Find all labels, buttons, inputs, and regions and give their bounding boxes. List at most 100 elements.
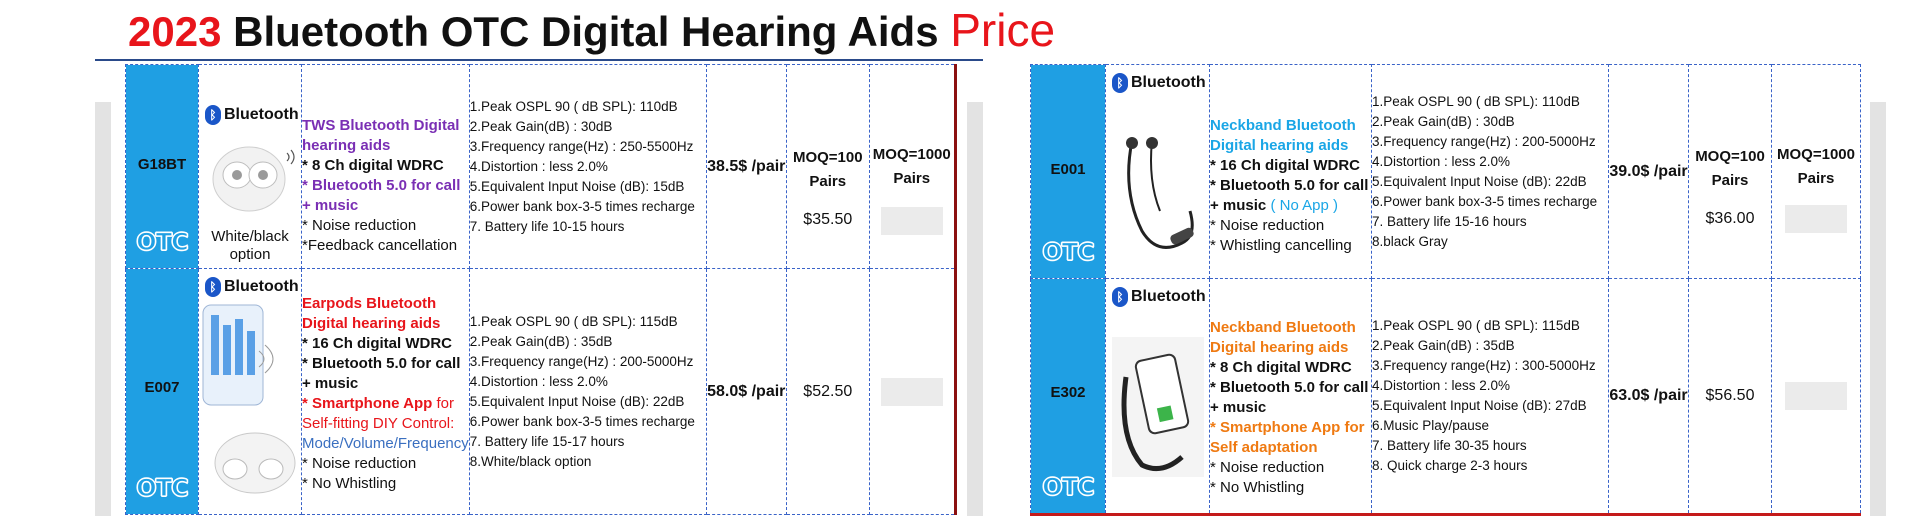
spec-line: 8. Quick charge 2-3 hours	[1372, 458, 1528, 473]
left-price-panel: G18BT OTC ᛒ Bluetooth White/black option	[95, 64, 985, 516]
spec-line: 3.Frequency range(Hz) : 200-5000Hz	[469, 353, 694, 369]
spec-list: 1.Peak OSPL 90 ( dB SPL): 110dB 2.Peak G…	[1371, 64, 1609, 279]
neckband-phone-image	[1112, 337, 1204, 477]
spec-line: 3.Frequency range(Hz) : 200-5000Hz	[1372, 133, 1596, 149]
spec-line: 2.Peak Gain(dB) : 30dB	[1372, 113, 1515, 129]
spec-line: 2.Peak Gain(dB) : 35dB	[469, 333, 613, 349]
bluetooth-logo: ᛒ Bluetooth	[1112, 73, 1206, 93]
moq100-header: MOQ=100 Pairs	[792, 148, 863, 190]
feature-line: * Bluetooth 5.0 for call + music	[302, 354, 461, 392]
moq1000-blank-price	[880, 377, 943, 406]
feature-line: * Bluetooth 5.0 for call + music	[1210, 379, 1369, 416]
bluetooth-word: Bluetooth	[224, 106, 299, 123]
earpods-app-image	[202, 304, 296, 494]
product-image-cell: ᛒ Bluetooth	[1105, 64, 1210, 279]
spec-line: 6.Power bank box-3-5 times recharge	[469, 413, 695, 429]
moq1000-header: MOQ=1000 Pairs	[1777, 145, 1855, 187]
unit-price: 63.0$ /pair	[1608, 278, 1689, 516]
feature-line: * Noise reduction	[302, 454, 417, 472]
moq100-price: $52.50	[785, 268, 870, 515]
right-price-table: E001 OTC ᛒ Bluetooth Neckband Blue	[1030, 64, 1861, 516]
bluetooth-word: Bluetooth	[224, 278, 299, 295]
moq1000-column	[868, 268, 957, 515]
spec-list: 1.Peak OSPL 90 ( dB SPL): 115dB 2.Peak G…	[468, 268, 707, 515]
product-image-cell: ᛒ Bluetooth White/black option	[198, 64, 302, 269]
neckband-image	[1126, 137, 1194, 249]
bluetooth-icon: ᛒ	[205, 277, 221, 297]
product-title: TWS Bluetooth Digital hearing aids	[302, 116, 460, 154]
bluetooth-icon: ᛒ	[1112, 73, 1128, 93]
spec-list: 1.Peak OSPL 90 ( dB SPL): 115dB 2.Peak G…	[1371, 278, 1609, 516]
feature-line: * Bluetooth 5.0 for call + music	[1210, 176, 1369, 214]
unit-price: 38.5$ /pair	[705, 64, 787, 269]
model-cell: E007 OTC	[125, 268, 199, 515]
title-main: Bluetooth OTC Digital Hearing Aids	[233, 8, 939, 55]
model-code: E007	[144, 379, 180, 397]
spec-line: 7. Battery life 15-17 hours	[469, 433, 625, 449]
moq1000-column: MOQ=1000 Pairs	[1771, 64, 1861, 279]
spec-line: 2.Peak Gain(dB) : 30dB	[469, 118, 613, 134]
model-code: E001	[1050, 160, 1086, 178]
product-title: Neckband Bluetooth Digital hearing aids	[1210, 319, 1356, 356]
spec-line: 1.Peak OSPL 90 ( dB SPL): 115dB	[1372, 318, 1580, 333]
spec-line: 4.Distortion : less 2.0%	[469, 158, 608, 174]
title-year: 2023	[128, 8, 222, 55]
moq100-header: MOQ=100 Pairs	[1695, 147, 1765, 189]
feature-line: * No Whistling	[302, 474, 397, 492]
feature-line: ( No App )	[1270, 196, 1338, 214]
table-row: G18BT OTC ᛒ Bluetooth White/black option	[125, 64, 957, 269]
feature-line: * 8 Ch digital WDRC	[302, 156, 444, 174]
bluetooth-word: Bluetooth	[1131, 288, 1206, 305]
product-description: TWS Bluetooth Digital hearing aids * 8 C…	[301, 64, 470, 269]
product-description: Neckband Bluetooth Digital hearing aids …	[1209, 278, 1372, 516]
moq1000-column	[1771, 278, 1861, 516]
spec-line: 7. Battery life 10-15 hours	[469, 218, 625, 234]
spec-line: 6.Power bank box-3-5 times recharge	[1372, 193, 1598, 209]
spec-line: 5.Equivalent Input Noise (dB): 22dB	[469, 393, 685, 409]
title-underline	[95, 59, 983, 61]
feature-line: * No Whistling	[1210, 479, 1305, 496]
moq100-price: $35.50	[803, 210, 853, 228]
feature-line: * Smartphone App	[302, 394, 433, 412]
color-option-caption: White/black option	[211, 228, 289, 263]
moq1000-blank-price	[1785, 382, 1847, 410]
feature-line: * Noise reduction	[1210, 459, 1325, 476]
feature-line: * Bluetooth 5.0 for call + music	[302, 176, 461, 214]
spec-line: 1.Peak OSPL 90 ( dB SPL): 115dB	[469, 313, 678, 329]
spec-list: 1.Peak OSPL 90 ( dB SPL): 110dB 2.Peak G…	[468, 64, 707, 269]
feature-line: * Noise reduction	[1210, 216, 1325, 234]
bluetooth-icon: ᛒ	[1112, 287, 1128, 307]
product-image-cell: ᛒ Bluetooth	[1105, 278, 1210, 516]
moq1000-header: MOQ=1000 Pairs	[872, 145, 951, 187]
otc-logo: OTC	[136, 473, 190, 502]
right-price-panel: E001 OTC ᛒ Bluetooth Neckband Blue	[1028, 64, 1888, 516]
spec-line: 4.Distortion : less 2.0%	[1372, 153, 1511, 169]
panel-shadow	[967, 102, 983, 516]
spec-line: 2.Peak Gain(dB) : 35dB	[1372, 338, 1515, 353]
spec-line: 7. Battery life 15-16 hours	[1372, 213, 1527, 229]
product-description: Earpods Bluetooth Digital hearing aids *…	[301, 268, 470, 515]
model-code: E302	[1050, 384, 1086, 402]
otc-logo: OTC	[1042, 237, 1096, 266]
product-title: Neckband Bluetooth Digital hearing aids	[1210, 116, 1356, 154]
spec-line: 5.Equivalent Input Noise (dB): 27dB	[1372, 398, 1587, 413]
spec-line: 3.Frequency range(Hz) : 250-5500Hz	[469, 138, 694, 154]
moq100-price: $56.50	[1688, 278, 1772, 516]
bluetooth-icon: ᛒ	[205, 105, 221, 125]
table-row: E007 OTC ᛒ Bluetooth	[125, 268, 957, 515]
spec-line: 8.White/black option	[469, 453, 592, 469]
unit-price: 58.0$ /pair	[705, 268, 787, 515]
feature-line: *Feedback cancellation	[302, 236, 458, 254]
spec-line: 4.Distortion : less 2.0%	[469, 373, 608, 389]
moq100-column: MOQ=100 Pairs $35.50	[785, 64, 870, 269]
spec-line: 5.Equivalent Input Noise (dB): 15dB	[469, 178, 685, 194]
spec-line: 3.Frequency range(Hz) : 300-5000Hz	[1372, 358, 1596, 373]
bluetooth-logo: ᛒ Bluetooth	[205, 277, 299, 297]
otc-logo: OTC	[136, 227, 190, 256]
product-title: Earpods Bluetooth Digital hearing aids	[302, 294, 441, 332]
product-description: Neckband Bluetooth Digital hearing aids …	[1209, 64, 1372, 279]
moq1000-column: MOQ=1000 Pairs	[868, 64, 957, 269]
model-code: G18BT	[137, 156, 187, 174]
bluetooth-word: Bluetooth	[1131, 74, 1206, 91]
feature-line: * 8 Ch digital WDRC	[1210, 359, 1352, 376]
